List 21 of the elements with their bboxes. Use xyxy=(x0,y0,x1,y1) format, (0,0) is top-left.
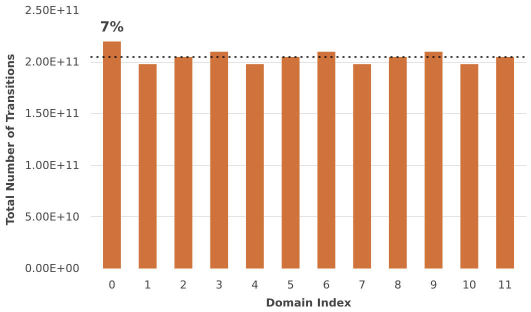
y-tick-label: 2.50E+11 xyxy=(24,4,80,17)
y-tick-label: 5.00E+10 xyxy=(24,210,80,224)
y-tick-label: 1.00E+11 xyxy=(24,158,80,172)
y-tick-label: 2.00E+11 xyxy=(24,56,80,69)
x-tick-label: 11 xyxy=(498,278,512,292)
x-tick-label: 7 xyxy=(358,278,366,292)
x-tick-label: 4 xyxy=(251,278,258,292)
annotation: 7% xyxy=(100,19,124,36)
x-tick-label: 9 xyxy=(430,278,438,292)
x-tick-label: 8 xyxy=(394,278,402,292)
y-axis-title: Total Number of Transitions xyxy=(4,53,17,226)
x-tick-label: 6 xyxy=(322,278,330,292)
x-tick-label: 1 xyxy=(144,278,152,292)
x-tick-label: 10 xyxy=(462,278,476,292)
x-axis-title: Domain Index xyxy=(266,296,352,310)
x-tick-label: 5 xyxy=(287,278,294,292)
y-tick-label: 0.00E+00 xyxy=(24,262,80,275)
y-tick-label: 1.50E+11 xyxy=(24,107,80,120)
x-tick-label: 2 xyxy=(180,278,187,292)
x-tick-label: 3 xyxy=(216,278,223,292)
x-tick-label: 0 xyxy=(108,278,116,292)
